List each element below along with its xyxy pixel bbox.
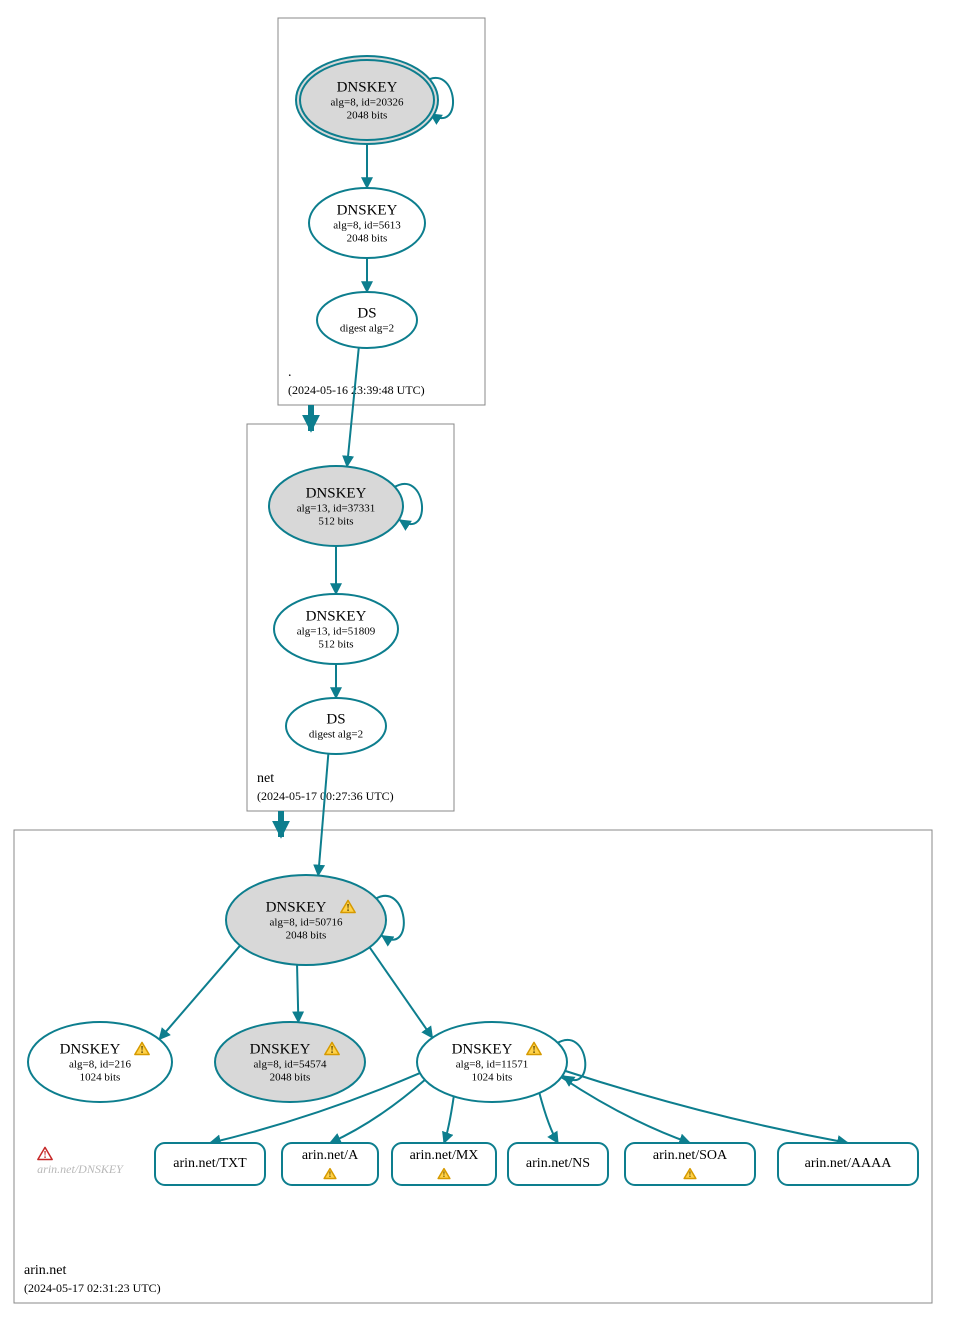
node-root_ds: DS digest alg=2 xyxy=(317,292,417,348)
svg-text:!: ! xyxy=(329,1170,332,1179)
node-title: DNSKEY xyxy=(306,485,367,501)
node-subtitle: alg=13, id=37331 xyxy=(297,503,375,515)
node-arin_k216: DNSKEY! alg=8, id=2161024 bits xyxy=(28,1022,172,1102)
rrset-signature-edge xyxy=(561,1077,690,1143)
missing-rrset: !arin.net/DNSKEY xyxy=(37,1147,124,1175)
node-subtitle: alg=8, id=216 xyxy=(69,1059,131,1071)
signature-edge xyxy=(370,947,433,1037)
svg-text:!: ! xyxy=(689,1170,692,1179)
record-label: arin.net/MX xyxy=(410,1148,479,1163)
node-bits: 1024 bits xyxy=(472,1072,513,1084)
node-title: DS xyxy=(357,305,376,321)
node-title: DNSKEY xyxy=(337,79,398,95)
rrset-signature-edge xyxy=(539,1093,558,1143)
node-arin_k115: DNSKEY!alg=8, id=115711024 bits xyxy=(417,1022,567,1102)
node-subtitle: alg=8, id=54574 xyxy=(254,1059,327,1071)
record-r_mx: arin.net/MX! xyxy=(392,1143,496,1185)
node-bits: 1024 bits xyxy=(80,1072,121,1084)
node-subtitle: alg=8, id=50716 xyxy=(270,917,343,929)
node-bits: 512 bits xyxy=(318,639,353,651)
signature-edge xyxy=(347,348,359,467)
nodes-layer: DNSKEYalg=8, id=203262048 bitsDNSKEYalg=… xyxy=(28,56,567,1102)
record-r_ns: arin.net/NS xyxy=(508,1143,608,1185)
record-label: arin.net/A xyxy=(302,1148,359,1163)
record-r_soa: arin.net/SOA! xyxy=(625,1143,755,1185)
node-title: DNSKEY xyxy=(452,1041,513,1057)
svg-text:!: ! xyxy=(443,1170,446,1179)
node-root_ksk: DNSKEY alg=8, id=203262048 bits xyxy=(296,56,438,144)
node-net_zsk: DNSKEY alg=13, id=51809512 bits xyxy=(274,594,398,664)
svg-text:!: ! xyxy=(330,1045,333,1056)
zone-timestamp: (2024-05-17 02:31:23 UTC) xyxy=(24,1281,161,1295)
node-subtitle: alg=8, id=5613 xyxy=(333,220,401,232)
zones-layer: . (2024-05-16 23:39:48 UTC) net (2024-05-17… xyxy=(14,18,932,1303)
node-subtitle: digest alg=2 xyxy=(309,729,363,741)
record-r_aaaa: arin.net/AAAA xyxy=(778,1143,918,1185)
record-r_txt: arin.net/TXT xyxy=(155,1143,265,1185)
rrset-signature-edge xyxy=(565,1071,848,1143)
signature-edge xyxy=(297,965,298,1023)
node-subtitle: alg=8, id=11571 xyxy=(456,1059,529,1071)
node-title: DNSKEY xyxy=(306,608,367,624)
node-title: DNSKEY xyxy=(250,1041,311,1057)
node-arin_ksk: DNSKEY!alg=8, id=507162048 bits xyxy=(226,875,386,965)
node-title: DNSKEY xyxy=(60,1041,121,1057)
missing-label: arin.net/DNSKEY xyxy=(37,1162,124,1176)
node-title: DNSKEY xyxy=(266,899,327,915)
node-subtitle: alg=8, id=20326 xyxy=(331,97,404,109)
node-arin_k545: DNSKEY!alg=8, id=545742048 bits xyxy=(215,1022,365,1102)
node-bits: 2048 bits xyxy=(286,930,327,942)
svg-text:!: ! xyxy=(532,1045,535,1056)
svg-text:!: ! xyxy=(140,1045,143,1056)
node-net_ksk: DNSKEY alg=13, id=37331512 bits xyxy=(269,466,403,546)
signature-edge xyxy=(318,754,328,876)
record-label: arin.net/NS xyxy=(526,1156,590,1171)
node-subtitle: alg=13, id=51809 xyxy=(297,626,376,638)
edges-layer xyxy=(159,78,848,1143)
node-bits: 2048 bits xyxy=(270,1072,311,1084)
rrset-signature-edge xyxy=(444,1096,454,1143)
zone-timestamp: (2024-05-16 23:39:48 UTC) xyxy=(288,383,425,397)
node-title: DS xyxy=(326,711,345,727)
svg-text:!: ! xyxy=(43,1150,46,1161)
record-label: arin.net/AAAA xyxy=(805,1156,893,1171)
record-label: arin.net/SOA xyxy=(653,1148,728,1163)
node-subtitle: digest alg=2 xyxy=(340,323,394,335)
svg-text:!: ! xyxy=(346,903,349,914)
zone-label: . xyxy=(288,365,292,380)
zone-label: arin.net xyxy=(24,1263,66,1278)
node-bits: 2048 bits xyxy=(347,110,388,122)
record-label: arin.net/TXT xyxy=(173,1156,247,1171)
zone-label: net xyxy=(257,771,274,786)
record-r_a: arin.net/A! xyxy=(282,1143,378,1185)
node-title: DNSKEY xyxy=(337,202,398,218)
node-bits: 512 bits xyxy=(318,516,353,528)
records-layer: arin.net/TXTarin.net/A!arin.net/MX!arin.… xyxy=(37,1143,918,1185)
signature-edge xyxy=(159,946,240,1040)
node-net_ds: DS digest alg=2 xyxy=(286,698,386,754)
node-bits: 2048 bits xyxy=(347,233,388,245)
error-icon: ! xyxy=(38,1147,52,1161)
node-root_zsk: DNSKEY alg=8, id=56132048 bits xyxy=(309,188,425,258)
